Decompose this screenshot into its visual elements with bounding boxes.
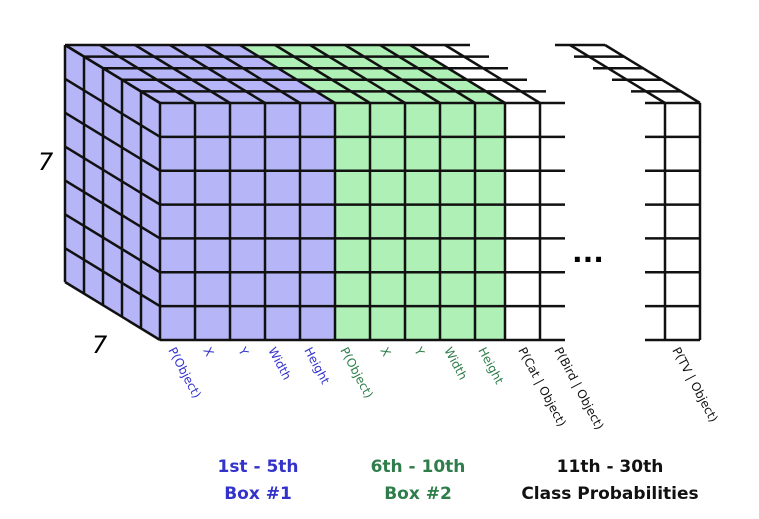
column-labels: P(Object)X Y Width Height P(Object) X Y Width He… xyxy=(165,344,720,432)
column-label: P(Object) xyxy=(337,345,376,401)
grid-line xyxy=(64,213,161,274)
height-label: 7 xyxy=(38,148,54,176)
side-face xyxy=(65,45,160,340)
grid-line xyxy=(169,43,266,105)
grid-line xyxy=(64,179,161,240)
front-face xyxy=(335,103,505,340)
grid-line xyxy=(379,43,476,105)
grid-line xyxy=(444,43,541,105)
group-name: Box #2 xyxy=(384,484,452,504)
column-label: Height xyxy=(475,345,506,387)
column-label: Height xyxy=(301,345,332,387)
column-label: P(Object) xyxy=(165,345,204,401)
column-label: X xyxy=(377,345,393,359)
top-face xyxy=(65,45,335,103)
ellipsis: ... xyxy=(572,236,604,269)
group-range: 6th - 10th xyxy=(371,457,466,477)
column-label: Width xyxy=(441,345,470,382)
grid-line xyxy=(64,43,161,105)
column-label: Y xyxy=(235,344,252,359)
grid-line xyxy=(344,43,441,105)
group-range: 1st - 5th xyxy=(217,457,298,477)
top-face xyxy=(240,45,505,103)
grid-line xyxy=(204,43,301,105)
column-label: X xyxy=(200,345,216,359)
depth-label: 7 xyxy=(92,331,108,359)
group-range: 11th - 30th xyxy=(557,457,664,477)
grid-line xyxy=(64,145,161,206)
grid-line xyxy=(239,43,336,105)
grid-line xyxy=(64,280,161,342)
grid-line xyxy=(604,43,701,105)
tensor-cube xyxy=(63,43,702,342)
column-label: P(TV | Object) xyxy=(669,345,720,425)
grid-line xyxy=(134,43,231,105)
grid-line xyxy=(569,43,666,105)
group-name: Class Probabilities xyxy=(521,484,698,504)
column-label: Width xyxy=(265,345,294,382)
column-label: Y xyxy=(411,344,428,359)
grid-line xyxy=(64,247,161,308)
grid-line xyxy=(64,111,161,172)
grid-line xyxy=(274,43,371,105)
group-name: Box #1 xyxy=(224,484,292,504)
front-face xyxy=(160,103,335,340)
grid-line xyxy=(64,77,161,138)
grid-line xyxy=(409,43,506,105)
grid-line xyxy=(309,43,406,105)
grid-line xyxy=(99,43,196,105)
